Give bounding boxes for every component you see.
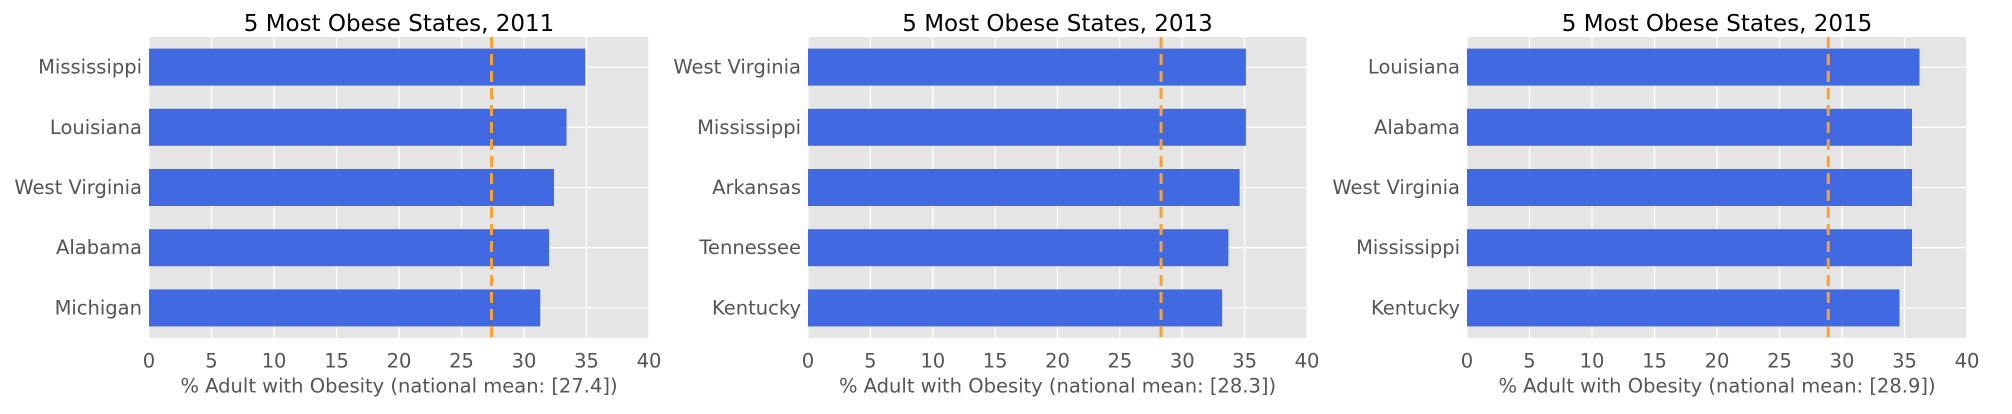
x-tick-label: 10 <box>262 350 287 373</box>
x-tick-label: 10 <box>1580 350 1605 373</box>
x-tick-label: 5 <box>864 350 876 373</box>
chart-panel-3: Louisiana Alabama West Virginia Mississippi… <box>1332 11 1979 398</box>
bar <box>149 169 554 206</box>
x-tick-label: 15 <box>983 350 1008 373</box>
x-tick-label: 20 <box>1045 350 1070 373</box>
x-tick-label: 30 <box>1830 350 1855 373</box>
chart-title: 5 Most Obese States, 2011 <box>244 11 555 37</box>
x-axis-label: % Adult with Obesity (national mean: [28… <box>1498 375 1935 398</box>
x-tick-label: 35 <box>1892 350 1917 373</box>
x-tick-label: 15 <box>324 350 349 373</box>
bar <box>149 229 549 267</box>
x-tick-label: 35 <box>574 350 599 373</box>
chart-title: 5 Most Obese States, 2015 <box>1562 11 1873 37</box>
y-tick-label: Arkansas <box>712 176 801 199</box>
bar <box>808 289 1223 327</box>
x-tick-label: 0 <box>802 350 814 373</box>
x-tick-label: 25 <box>449 350 474 373</box>
chart-panel-2: West Virginia Mississippi Arkansas Tennesse… <box>673 11 1319 398</box>
y-tick-label: West Virginia <box>673 56 801 79</box>
x-tick-label: 5 <box>1523 350 1535 373</box>
x-tick-label: 15 <box>1642 350 1667 373</box>
y-tick-label: West Virginia <box>14 176 142 199</box>
bar <box>1467 169 1912 206</box>
x-tick-label: 40 <box>1295 350 1320 373</box>
bar <box>1467 289 1900 327</box>
x-tick-label: 30 <box>1170 350 1195 373</box>
x-tick-label: 40 <box>1955 350 1980 373</box>
y-tick-label: Tennessee <box>698 236 801 259</box>
y-tick-label: Louisiana <box>50 116 142 139</box>
y-tick-label: Mississippi <box>697 116 801 139</box>
bar <box>1467 48 1920 86</box>
x-tick-label: 20 <box>387 350 412 373</box>
bar <box>808 229 1229 267</box>
x-tick-label: 35 <box>1232 350 1257 373</box>
bar <box>1467 108 1912 146</box>
x-tick-label: 0 <box>143 350 155 373</box>
x-tick-label: 30 <box>512 350 537 373</box>
y-tick-label: West Virginia <box>1332 176 1460 199</box>
y-tick-label: Louisiana <box>1368 56 1460 79</box>
y-tick-label: Alabama <box>1374 116 1460 139</box>
x-tick-label: 40 <box>637 350 662 373</box>
chart-panel-1: Mississippi Louisiana West Virginia Alabama… <box>14 11 661 398</box>
chart-title: 5 Most Obese States, 2013 <box>902 11 1213 37</box>
y-tick-label: Mississippi <box>38 56 142 79</box>
x-tick-label: 5 <box>205 350 217 373</box>
y-tick-label: Kentucky <box>712 296 801 319</box>
y-tick-label: Mississippi <box>1356 236 1460 259</box>
bar <box>149 289 541 327</box>
bar <box>149 48 586 86</box>
x-tick-label: 10 <box>920 350 945 373</box>
y-tick-label: Michigan <box>55 296 142 319</box>
x-axis-label: % Adult with Obesity (national mean: [28… <box>839 375 1276 398</box>
x-tick-label: 0 <box>1461 350 1473 373</box>
bar <box>808 108 1246 146</box>
bar <box>1467 229 1912 267</box>
x-axis-label: % Adult with Obesity (national mean: [27… <box>180 375 617 398</box>
y-tick-label: Kentucky <box>1371 296 1460 319</box>
x-tick-label: 25 <box>1767 350 1792 373</box>
x-tick-label: 25 <box>1107 350 1132 373</box>
bar <box>808 169 1240 206</box>
bar <box>808 48 1246 86</box>
bar <box>149 108 567 146</box>
x-tick-label: 20 <box>1705 350 1730 373</box>
y-tick-label: Alabama <box>56 236 142 259</box>
